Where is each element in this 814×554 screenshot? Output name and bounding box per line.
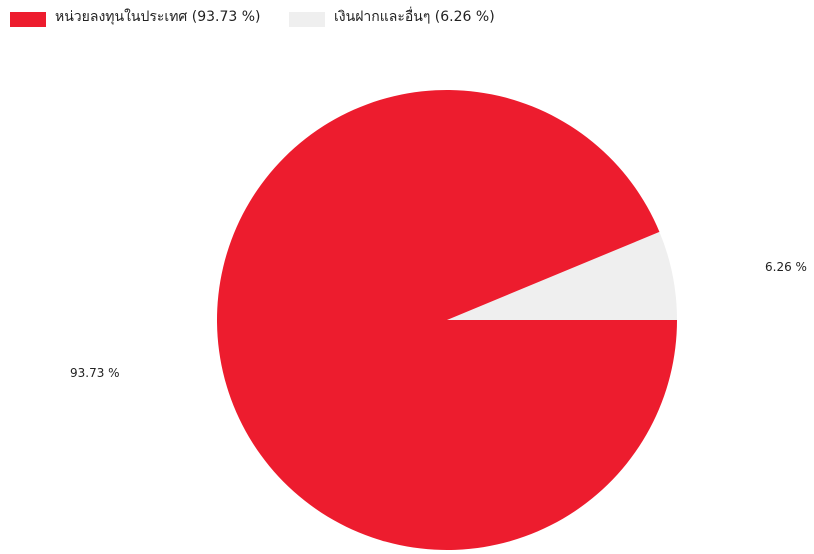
pie-slice-domestic-funds — [216, 90, 677, 550]
legend-label-domestic-funds: หน่วยลงทุนในประเทศ (93.73 %) — [55, 9, 261, 25]
legend-item-domestic-funds: หน่วยลงทุนในประเทศ (93.73 %) — [10, 9, 280, 27]
legend-item-deposits-others: เงินฝากและอื่นๆ (6.26 %) — [289, 9, 589, 27]
legend-swatch-domestic-funds — [10, 12, 46, 27]
pie-slice-deposits-others — [447, 231, 677, 320]
legend-label-deposits-others: เงินฝากและอื่นๆ (6.26 %) — [334, 9, 495, 25]
slice-label-domestic-funds: 93.73 % — [70, 366, 120, 380]
slice-label-deposits-others: 6.26 % — [765, 260, 807, 274]
pie-slices — [216, 90, 677, 550]
legend-swatch-deposits-others — [289, 12, 325, 27]
